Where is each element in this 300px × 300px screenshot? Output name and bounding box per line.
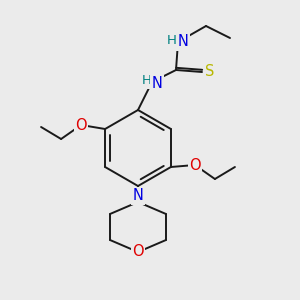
Text: S: S [205, 64, 215, 80]
Text: O: O [132, 244, 144, 260]
Text: H: H [142, 74, 152, 88]
Text: N: N [133, 188, 143, 203]
Text: O: O [189, 158, 201, 172]
Text: O: O [75, 118, 87, 133]
Text: N: N [178, 34, 188, 50]
Text: N: N [152, 76, 162, 92]
Text: H: H [167, 34, 177, 46]
